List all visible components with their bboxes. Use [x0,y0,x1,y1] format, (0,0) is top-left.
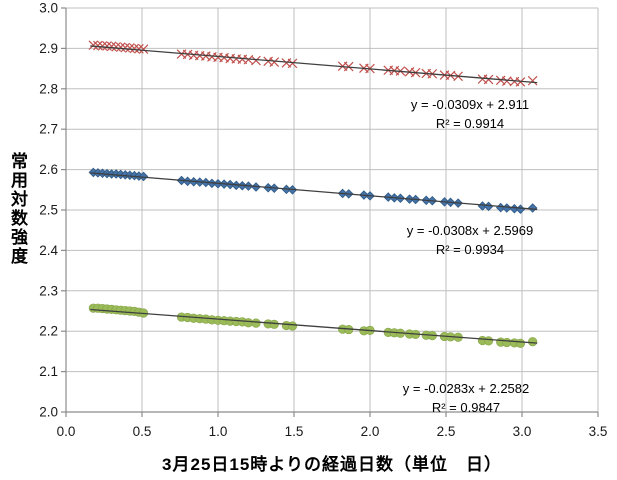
svg-text:2.5: 2.5 [39,203,58,218]
svg-text:2.8: 2.8 [39,81,58,96]
trendline-label-lower: y = -0.0283x + 2.2582 R² = 0.9847 [361,379,571,417]
svg-text:2.0: 2.0 [361,424,380,439]
svg-text:2.3: 2.3 [39,283,58,298]
x-axis-title: 3月25日15時よりの経過日数（単位 日） [162,455,502,474]
svg-text:2.9: 2.9 [39,41,58,56]
svg-text:3.0: 3.0 [39,1,58,16]
y-axis-title: 常用対数強度 [8,152,27,266]
trendline-equation-middle: y = -0.0308x + 2.5969 [406,223,534,238]
svg-text:2.7: 2.7 [39,122,58,137]
svg-text:2.6: 2.6 [39,162,58,177]
svg-text:1.5: 1.5 [285,424,304,439]
svg-text:3.0: 3.0 [513,424,532,439]
svg-text:0.0: 0.0 [57,424,76,439]
trendline-r2-lower: R² = 0.9847 [431,400,501,415]
trendline-equation-upper: y = -0.0309x + 2.911 [410,97,530,112]
svg-text:1.0: 1.0 [209,424,228,439]
svg-text:0.5: 0.5 [133,424,152,439]
trendline-r2-middle: R² = 0.9934 [435,242,505,257]
svg-text:2.2: 2.2 [39,324,58,339]
trendline-r2-upper: R² = 0.9914 [435,116,505,131]
svg-text:3.5: 3.5 [589,424,608,439]
svg-text:2.5: 2.5 [437,424,456,439]
trendline-label-upper: y = -0.0309x + 2.911 R² = 0.9914 [365,95,575,133]
svg-text:2.0: 2.0 [39,405,58,420]
trendline-label-middle: y = -0.0308x + 2.5969 R² = 0.9934 [365,221,575,259]
trendline-equation-lower: y = -0.0283x + 2.2582 [402,381,530,396]
svg-text:2.4: 2.4 [39,243,58,258]
svg-text:2.1: 2.1 [39,364,58,379]
